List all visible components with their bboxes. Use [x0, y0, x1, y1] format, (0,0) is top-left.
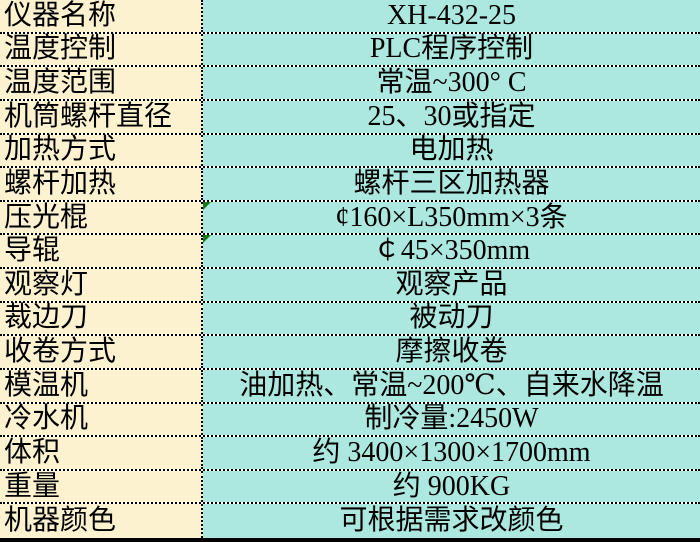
table-row: 冷水机 制冷量:2450W [0, 403, 700, 438]
spec-label-text: 温度控制 [4, 33, 117, 65]
table-row: 温度控制 PLC程序控制 [0, 33, 700, 68]
spec-value-text: 油加热、常温~200℃、自来水降温 [239, 369, 664, 401]
spec-label-cell[interactable]: 仪器名称 [0, 0, 203, 32]
spec-value-text: 制冷量:2450W [364, 403, 539, 435]
spec-value-cell[interactable]: 制冷量:2450W [203, 403, 700, 436]
spec-value-cell[interactable]: XH-432-25 [203, 0, 700, 32]
table-row: 重量 约 900KG [0, 470, 700, 505]
spec-value-text: 25、30或指定 [367, 100, 536, 132]
spec-label-cell[interactable]: 裁边刀 [0, 302, 203, 335]
table-row: 收卷方式 摩擦收卷 [0, 336, 700, 370]
spec-label-cell[interactable]: 机筒螺杆直径 [0, 100, 203, 133]
table-row: 导辊 ￠45×350mm [0, 235, 700, 269]
table-row: 机器颜色 可根据需求改颜色 [0, 504, 700, 538]
spec-label-text: 机器颜色 [4, 505, 117, 537]
spec-value-cell[interactable]: 螺杆三区加热器 [203, 168, 700, 200]
spec-label-cell[interactable]: 螺杆加热 [0, 168, 203, 200]
spec-value-cell[interactable]: 观察产品 [203, 269, 700, 301]
spec-value-cell[interactable]: PLC程序控制 [203, 33, 700, 66]
spec-label-text: 冷水机 [4, 403, 89, 435]
table-row: 观察灯 观察产品 [0, 269, 700, 303]
spec-value-cell[interactable]: 25、30或指定 [203, 100, 700, 133]
spec-value-cell[interactable]: 约 3400×1300×1700mm [203, 437, 700, 469]
spec-value-cell[interactable]: 被动刀 [203, 302, 700, 335]
table-row: 压光棍 ¢160×L350mm×3条 [0, 201, 700, 236]
spec-label-text: 体积 [4, 436, 61, 468]
spec-value-text: 电加热 [409, 134, 494, 166]
spec-label-text: 裁边刀 [4, 302, 89, 334]
error-indicator-triangle-icon [203, 235, 211, 244]
spec-value-cell[interactable]: 常温~300° C [203, 67, 700, 99]
spec-value-cell[interactable]: 可根据需求改颜色 [203, 504, 700, 538]
spec-value-cell[interactable]: 摩擦收卷 [203, 336, 700, 368]
spec-label-cell[interactable]: 加热方式 [0, 134, 203, 167]
spec-label-cell[interactable]: 温度控制 [0, 33, 203, 66]
spec-value-cell[interactable]: 油加热、常温~200℃、自来水降温 [203, 369, 700, 402]
spec-value-cell[interactable]: 约 900KG [203, 470, 700, 503]
spec-value-text: 摩擦收卷 [395, 336, 508, 368]
spec-value-text: 螺杆三区加热器 [353, 167, 550, 199]
spec-label-cell[interactable]: 导辊 [0, 235, 203, 267]
spec-label-text: 螺杆加热 [4, 167, 117, 199]
spec-label-text: 收卷方式 [4, 336, 117, 368]
spec-value-cell[interactable]: ¢160×L350mm×3条 [203, 201, 700, 234]
error-indicator-triangle-icon [203, 201, 211, 210]
spec-label-cell[interactable]: 观察灯 [0, 269, 203, 301]
spec-value-cell[interactable]: ￠45×350mm [203, 235, 700, 267]
spec-label-text: 仪器名称 [4, 0, 117, 31]
spec-label-text: 观察灯 [4, 268, 89, 300]
table-row: 裁边刀 被动刀 [0, 302, 700, 337]
spec-value-text: 观察产品 [395, 268, 508, 300]
table-row: 模温机 油加热、常温~200℃、自来水降温 [0, 369, 700, 404]
spec-value-text: 常温~300° C [376, 67, 527, 99]
spec-value-text: ¢160×L350mm×3条 [335, 201, 568, 233]
spec-label-text: 模温机 [4, 369, 89, 401]
spec-value-text: 约 3400×1300×1700mm [312, 436, 591, 468]
spec-label-cell[interactable]: 体积 [0, 437, 203, 469]
spec-label-cell[interactable]: 压光棍 [0, 201, 203, 234]
spec-label-cell[interactable]: 模温机 [0, 369, 203, 402]
spec-value-text: ￠45×350mm [372, 235, 531, 267]
spec-label-cell[interactable]: 收卷方式 [0, 336, 203, 368]
spec-label-cell[interactable]: 冷水机 [0, 403, 203, 436]
spec-label-cell[interactable]: 机器颜色 [0, 504, 203, 538]
spec-label-text: 导辊 [4, 235, 61, 267]
spec-value-text: XH-432-25 [386, 0, 517, 31]
table-row: 机筒螺杆直径 25、30或指定 [0, 100, 700, 135]
spec-value-text: 可根据需求改颜色 [339, 505, 564, 537]
spec-label-text: 机筒螺杆直径 [4, 100, 173, 132]
spec-value-text: 被动刀 [409, 302, 494, 334]
spec-label-text: 压光棍 [4, 201, 89, 233]
spec-value-text: 约 900KG [392, 470, 511, 502]
spec-label-text: 重量 [4, 470, 61, 502]
spec-label-text: 加热方式 [4, 134, 117, 166]
table-row: 螺杆加热 螺杆三区加热器 [0, 168, 700, 202]
spec-label-cell[interactable]: 重量 [0, 470, 203, 503]
table-row: 温度范围 常温~300° C [0, 67, 700, 101]
spec-label-text: 温度范围 [4, 67, 117, 99]
table-row: 仪器名称 XH-432-25 [0, 0, 700, 34]
spec-label-cell[interactable]: 温度范围 [0, 67, 203, 99]
table-row: 加热方式 电加热 [0, 134, 700, 169]
spec-value-cell[interactable]: 电加热 [203, 134, 700, 167]
spec-value-text: PLC程序控制 [369, 33, 534, 65]
table-row: 体积 约 3400×1300×1700mm [0, 437, 700, 471]
